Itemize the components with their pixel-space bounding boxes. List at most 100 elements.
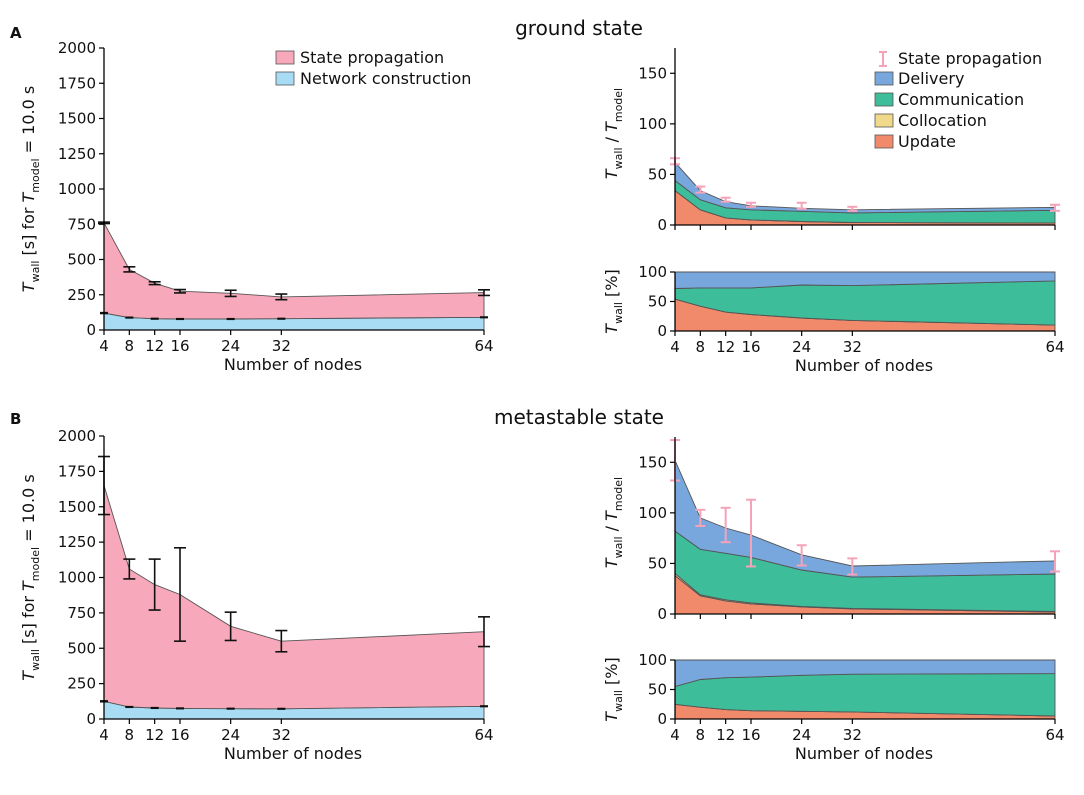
state-propagation-errorbar: [720, 196, 731, 203]
y-tick-label: 50: [648, 681, 667, 699]
x-tick-label: 12: [145, 726, 164, 744]
area-delivery: [674, 460, 1056, 578]
x-tick-label: 24: [221, 726, 240, 744]
total-errorbar: [478, 289, 490, 297]
legend-left: State propagation Network construction: [275, 48, 471, 88]
x-tick-label: 64: [1045, 726, 1064, 744]
x-tick-label: 8: [125, 726, 135, 744]
legend-swatch-delivery: [874, 71, 894, 86]
y-tick-label: 0: [657, 710, 667, 728]
x-axis-label: Number of nodes: [224, 355, 362, 374]
x-tick-label: 4: [99, 726, 109, 744]
y-tick-label: 250: [67, 286, 96, 304]
network-construction-errorbar: [125, 316, 134, 319]
total-errorbar: [123, 266, 136, 273]
area-communication: [674, 673, 1056, 717]
legend-swatch-collocation: [874, 113, 894, 128]
network-construction-errorbar: [176, 317, 184, 321]
x-tick-label: 64: [474, 337, 493, 355]
y-tick-label: 50: [648, 293, 667, 311]
y-tick-label: 0: [657, 322, 667, 340]
legend-label-rt-state-propagation: State propagation: [898, 49, 1042, 68]
y-axis-label-wall-time: Twall [s] for Tmodel = 10.0 s: [19, 474, 42, 680]
y-tick-label: 100: [638, 263, 667, 281]
x-tick-label: 4: [670, 726, 680, 744]
network-construction-errorbar: [277, 317, 286, 320]
panel-letter-a: A: [10, 24, 22, 42]
x-tick-label: 16: [170, 337, 189, 355]
x-tick-label: 24: [221, 337, 240, 355]
y-axis-label-wall-time: Twall [s] for Tmodel = 10.0 s: [19, 86, 42, 292]
network-construction-errorbar: [480, 705, 488, 708]
y-tick-label: 500: [67, 639, 96, 657]
x-tick-label: 4: [670, 338, 680, 356]
y-tick-label: 100: [638, 504, 667, 522]
y-tick-label: 0: [657, 216, 667, 234]
y-tick-label: 1250: [58, 533, 96, 551]
state-propagation-errorbar: [746, 498, 756, 568]
legend-label-delivery: Delivery: [898, 69, 964, 88]
total-errorbar: [275, 629, 288, 653]
total-errorbar: [478, 616, 490, 648]
area-state-propagation: [103, 222, 485, 320]
x-tick-label: 32: [843, 338, 862, 356]
legend-swatch-state-propagation: [275, 50, 295, 65]
total-errorbar: [123, 558, 136, 580]
legend-label-state-propagation: State propagation: [300, 48, 444, 67]
panel-title-b: metastable state: [494, 405, 664, 429]
plot-ground-relative-time: 0 50 100 150 Twall / Tmodel: [602, 48, 1060, 234]
total-errorbar: [174, 288, 186, 294]
plot-metastable-relative-time: 0 50 100 150 Twall / Tmodel: [602, 437, 1060, 623]
legend-swatch-network-construction: [275, 71, 295, 86]
x-tick-label: 64: [1045, 338, 1064, 356]
network-construction-errorbar: [480, 316, 488, 319]
x-tick-label: 8: [696, 338, 706, 356]
y-tick-label: 50: [648, 165, 667, 183]
x-tick-label: 64: [474, 726, 493, 744]
y-tick-label: 1000: [58, 180, 96, 198]
plot-metastable-percentage: 0 50 100 4 8 12 16 24 32 64 Number of nodes Twall […: [602, 651, 1065, 763]
x-tick-label: 24: [792, 338, 811, 356]
legend-label-communication: Communication: [898, 90, 1024, 109]
state-propagation-errorbar: [847, 205, 858, 212]
y-tick-label: 1500: [58, 110, 96, 128]
area-delivery: [674, 659, 1056, 688]
x-tick-label: 32: [272, 337, 291, 355]
y-axis-label-relative-time: Twall / Tmodel: [602, 477, 625, 568]
network-construction-errorbar: [277, 707, 286, 710]
legend-label-update: Update: [898, 132, 956, 151]
network-construction-errorbar: [176, 707, 184, 710]
x-tick-label: 32: [843, 726, 862, 744]
area-delivery: [674, 161, 1056, 214]
y-tick-label: 50: [648, 554, 667, 572]
x-tick-label: 8: [696, 726, 706, 744]
x-tick-label: 16: [170, 726, 189, 744]
y-axis-label-relative-time: Twall / Tmodel: [602, 88, 625, 179]
total-errorbar: [174, 546, 186, 642]
legend-label-collocation: Collocation: [898, 111, 987, 130]
legend-errorbar-state-propagation: [879, 51, 887, 67]
total-errorbar: [148, 558, 161, 611]
x-tick-label: 16: [741, 726, 760, 744]
x-tick-label: 8: [125, 337, 135, 355]
legend-label-network-construction: Network construction: [300, 69, 471, 88]
x-tick-label: 12: [145, 337, 164, 355]
y-tick-label: 750: [67, 215, 96, 233]
x-tick-label: 16: [741, 338, 760, 356]
network-construction-errorbar: [226, 317, 235, 321]
y-tick-label: 750: [67, 604, 96, 622]
y-tick-label: 2000: [58, 427, 96, 445]
state-propagation-errorbar: [847, 557, 858, 576]
state-propagation-errorbar: [695, 185, 706, 194]
legend-swatch-update: [874, 134, 894, 149]
network-construction-errorbar: [125, 705, 134, 709]
total-errorbar: [275, 293, 288, 301]
state-propagation-errorbar: [1050, 550, 1060, 573]
total-errorbar: [224, 611, 237, 642]
y-tick-label: 1000: [58, 569, 96, 587]
y-tick-label: 1500: [58, 498, 96, 516]
y-tick-label: 250: [67, 675, 96, 693]
y-tick-label: 2000: [58, 39, 96, 57]
state-propagation-errorbar: [1050, 203, 1060, 212]
